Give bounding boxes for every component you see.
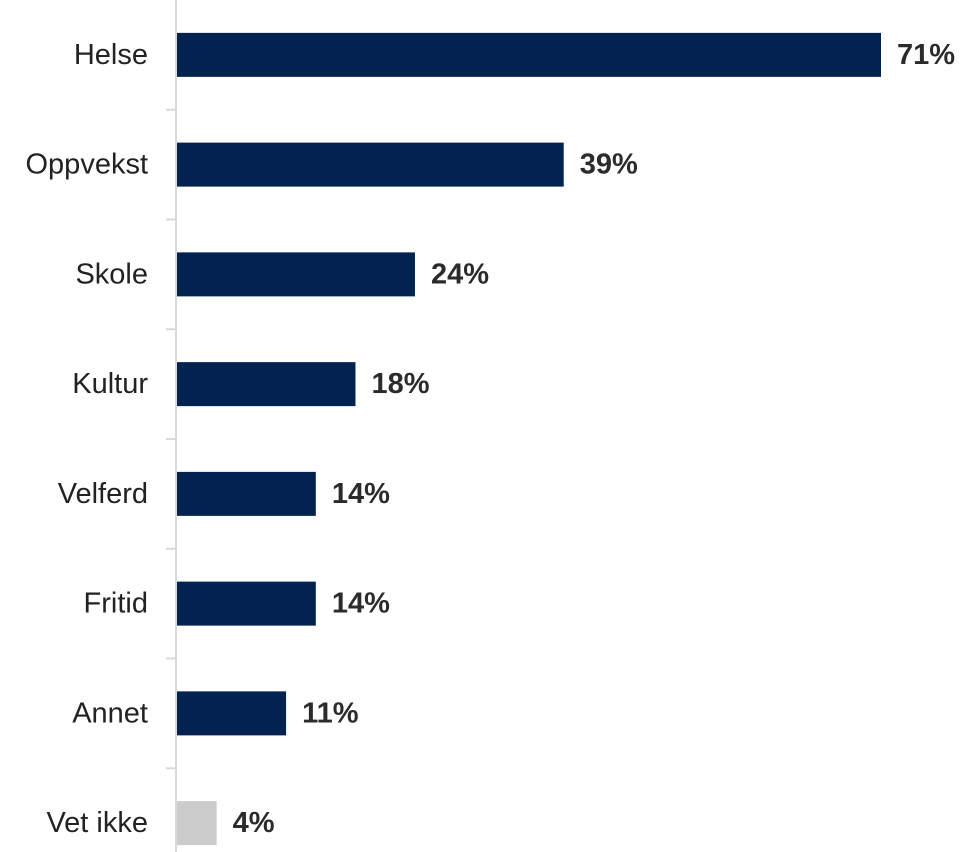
data-label: 18% xyxy=(371,368,429,400)
bar-skole xyxy=(177,252,415,297)
data-label: 24% xyxy=(431,258,489,290)
data-label: 14% xyxy=(332,478,390,510)
bar-helse xyxy=(177,32,881,77)
data-label: 71% xyxy=(897,39,955,71)
data-label: 39% xyxy=(580,149,638,181)
category-label: Kultur xyxy=(72,368,148,400)
bar-annet xyxy=(177,691,287,736)
bar-oppvekst xyxy=(177,142,564,187)
bar-fritid xyxy=(177,581,316,626)
category-label: Velferd xyxy=(58,478,148,510)
category-label: Annet xyxy=(72,697,148,729)
bar-velferd xyxy=(177,471,316,516)
category-label: Helse xyxy=(74,39,148,71)
value-labels: 71% 39% 24% 18% 14% 14% 11% 4% xyxy=(233,39,956,839)
bar-vet-ikke xyxy=(177,801,217,846)
data-label: 14% xyxy=(332,588,390,620)
data-label: 11% xyxy=(302,697,359,729)
bars-group xyxy=(177,32,881,846)
category-label: Vet ikke xyxy=(46,807,148,839)
axis-ticks xyxy=(166,108,176,770)
category-label: Fritid xyxy=(84,588,148,620)
category-label: Skole xyxy=(75,258,148,290)
data-label: 4% xyxy=(233,807,275,839)
category-label: Oppvekst xyxy=(26,149,149,181)
category-labels: Helse Oppvekst Skole Kultur Velferd Fritid Ann… xyxy=(26,39,149,839)
bar-kultur xyxy=(177,362,356,407)
